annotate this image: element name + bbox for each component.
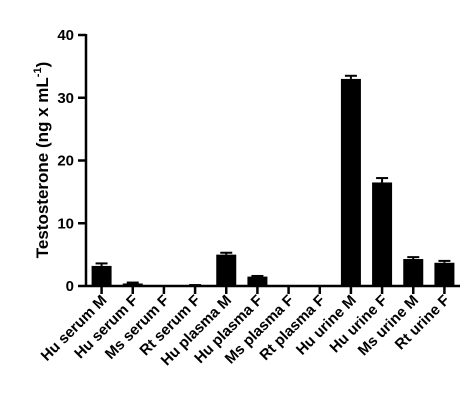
bar — [91, 265, 112, 286]
bars-group — [91, 74, 455, 287]
y-axis-title: Testosterone (ng x mL-1) — [32, 62, 52, 259]
category-labels: Hu serum MHu serum FMs serum FRt serum F… — [38, 292, 454, 369]
y-axis-title-sup: -1 — [32, 67, 44, 77]
bar — [340, 78, 361, 286]
y-tick-label: 10 — [57, 215, 74, 232]
y-axis: 0 10 20 30 40 — [57, 27, 88, 295]
y-tick-label: 40 — [57, 27, 74, 44]
bar — [247, 276, 268, 286]
y-tick-label: 0 — [66, 278, 74, 295]
bar — [434, 262, 455, 286]
bar — [403, 259, 424, 286]
y-axis-title-main: Testosterone (ng x mL — [33, 77, 52, 258]
x-axis — [86, 284, 460, 294]
y-tick-label: 30 — [57, 90, 74, 107]
bar — [122, 283, 143, 286]
y-axis-title-close: ) — [33, 62, 52, 68]
bar — [372, 182, 393, 286]
y-tick-label: 20 — [57, 153, 74, 170]
bar — [216, 254, 237, 286]
